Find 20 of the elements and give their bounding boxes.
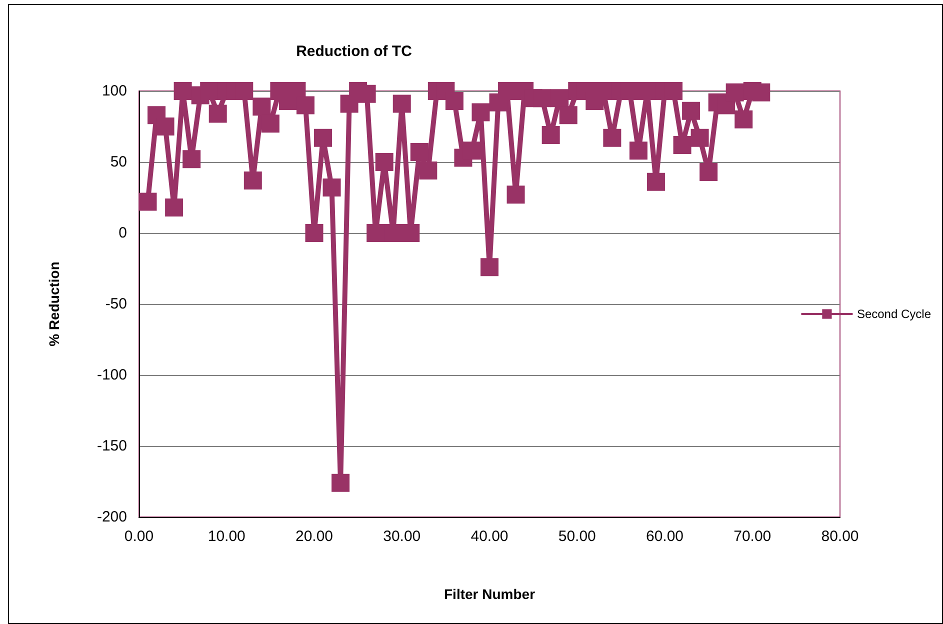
- chart-title: Reduction of TC: [296, 43, 412, 60]
- x-tick-label: 50.00: [558, 528, 596, 545]
- legend-label: Second Cycle: [856, 307, 932, 321]
- x-tick-label: 60.00: [646, 528, 684, 545]
- x-tick-label: 20.00: [295, 528, 334, 545]
- x-tick-label: 70.00: [734, 528, 772, 545]
- x-tick-label: 80.00: [821, 528, 859, 545]
- y-tick-label: 50: [110, 154, 127, 170]
- x-tick-label: 40.00: [470, 528, 508, 545]
- x-tick-label: 30.00: [383, 528, 421, 545]
- y-tick-label: -200: [96, 508, 127, 526]
- x-tick-label: 0.00: [124, 528, 154, 545]
- y-tick-label: -100: [96, 366, 127, 384]
- x-tick-label: 10.00: [208, 528, 246, 545]
- y-tick-label: -150: [96, 438, 127, 454]
- y-tick-label: 0: [118, 224, 127, 242]
- y-axis-title: % Reduction: [46, 262, 62, 346]
- x-axis-title: Filter Number: [444, 586, 536, 602]
- y-tick-label: -50: [105, 296, 127, 312]
- y-tick-label: 100: [102, 82, 127, 100]
